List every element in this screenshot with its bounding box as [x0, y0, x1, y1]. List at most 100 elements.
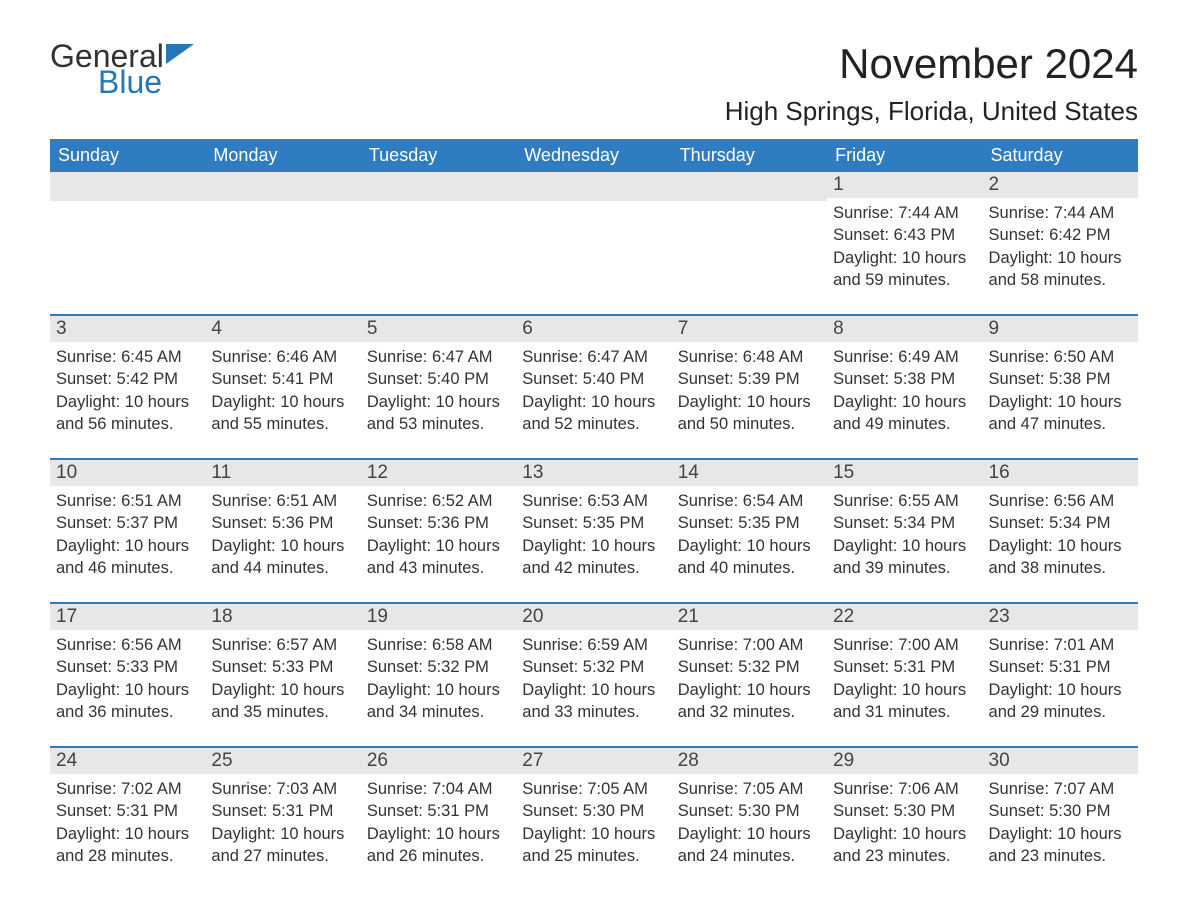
sunrise-text: Sunrise: 7:44 AM: [833, 202, 976, 224]
sunset-text: Sunset: 5:35 PM: [678, 512, 821, 534]
sunset-text: Sunset: 5:32 PM: [678, 656, 821, 678]
day-details: Sunrise: 7:00 AMSunset: 5:31 PMDaylight:…: [827, 630, 982, 727]
day-details: Sunrise: 6:56 AMSunset: 5:33 PMDaylight:…: [50, 630, 205, 727]
daylight-text: Daylight: 10 hours and 29 minutes.: [989, 679, 1132, 724]
day-number: 21: [678, 606, 699, 627]
day-header-mon: Monday: [205, 139, 360, 172]
day-details: Sunrise: 6:59 AMSunset: 5:32 PMDaylight:…: [516, 630, 671, 727]
day-cell: 26Sunrise: 7:04 AMSunset: 5:31 PMDayligh…: [361, 748, 516, 876]
day-details: Sunrise: 6:50 AMSunset: 5:38 PMDaylight:…: [983, 342, 1138, 439]
daylight-text: Daylight: 10 hours and 28 minutes.: [56, 823, 199, 868]
sunrise-text: Sunrise: 6:47 AM: [522, 346, 665, 368]
week-row: 1 Sunrise: 7:44 AMSunset: 6:43 PMDaylight…: [50, 172, 1138, 300]
day-details: Sunrise: 6:54 AMSunset: 5:35 PMDaylight:…: [672, 486, 827, 583]
calendar-grid: Sunday Monday Tuesday Wednesday Thursday…: [50, 139, 1138, 876]
day-cell: 27Sunrise: 7:05 AMSunset: 5:30 PMDayligh…: [516, 748, 671, 876]
sunrise-text: Sunrise: 6:45 AM: [56, 346, 199, 368]
sunrise-text: Sunrise: 6:52 AM: [367, 490, 510, 512]
sunrise-text: Sunrise: 6:53 AM: [522, 490, 665, 512]
day-header-sun: Sunday: [50, 139, 205, 172]
day-number-bar: 28: [672, 748, 827, 774]
day-number-bar: 27: [516, 748, 671, 774]
day-cell: 4Sunrise: 6:46 AMSunset: 5:41 PMDaylight…: [205, 316, 360, 444]
day-cell: 16Sunrise: 6:56 AMSunset: 5:34 PMDayligh…: [983, 460, 1138, 588]
daylight-text: Daylight: 10 hours and 52 minutes.: [522, 391, 665, 436]
day-header-wed: Wednesday: [516, 139, 671, 172]
day-cell: 29Sunrise: 7:06 AMSunset: 5:30 PMDayligh…: [827, 748, 982, 876]
day-details: Sunrise: 6:48 AMSunset: 5:39 PMDaylight:…: [672, 342, 827, 439]
day-number-bar: [672, 172, 827, 201]
daylight-text: Daylight: 10 hours and 25 minutes.: [522, 823, 665, 868]
day-cell: [50, 172, 205, 300]
sunrise-text: Sunrise: 6:59 AM: [522, 634, 665, 656]
sunrise-text: Sunrise: 6:58 AM: [367, 634, 510, 656]
sunrise-text: Sunrise: 7:05 AM: [522, 778, 665, 800]
logo-text-blue: Blue: [98, 66, 194, 98]
day-details: Sunrise: 7:44 AMSunset: 6:43 PMDaylight:…: [827, 198, 982, 295]
day-number: 10: [56, 462, 77, 483]
daylight-text: Daylight: 10 hours and 23 minutes.: [833, 823, 976, 868]
sunset-text: Sunset: 5:31 PM: [56, 800, 199, 822]
day-number-bar: 11: [205, 460, 360, 486]
day-number-bar: [205, 172, 360, 201]
day-number-bar: 19: [361, 604, 516, 630]
day-number-bar: 12: [361, 460, 516, 486]
sunrise-text: Sunrise: 6:56 AM: [56, 634, 199, 656]
day-details: Sunrise: 7:02 AMSunset: 5:31 PMDaylight:…: [50, 774, 205, 871]
daylight-text: Daylight: 10 hours and 43 minutes.: [367, 535, 510, 580]
sunrise-text: Sunrise: 6:57 AM: [211, 634, 354, 656]
sunrise-text: Sunrise: 7:03 AM: [211, 778, 354, 800]
day-header-sat: Saturday: [983, 139, 1138, 172]
sunset-text: Sunset: 5:38 PM: [989, 368, 1132, 390]
day-number: 22: [833, 606, 854, 627]
day-cell: 2Sunrise: 7:44 AMSunset: 6:42 PMDaylight…: [983, 172, 1138, 300]
day-cell: [516, 172, 671, 300]
daylight-text: Daylight: 10 hours and 42 minutes.: [522, 535, 665, 580]
day-details: Sunrise: 6:49 AMSunset: 5:38 PMDaylight:…: [827, 342, 982, 439]
day-number-bar: 7: [672, 316, 827, 342]
day-cell: 1 Sunrise: 7:44 AMSunset: 6:43 PMDaylight…: [827, 172, 982, 300]
day-cell: 19Sunrise: 6:58 AMSunset: 5:32 PMDayligh…: [361, 604, 516, 732]
sunrise-text: Sunrise: 7:44 AM: [989, 202, 1132, 224]
day-number-bar: 14: [672, 460, 827, 486]
sunrise-text: Sunrise: 7:00 AM: [833, 634, 976, 656]
daylight-text: Daylight: 10 hours and 40 minutes.: [678, 535, 821, 580]
sunset-text: Sunset: 5:40 PM: [522, 368, 665, 390]
sunrise-text: Sunrise: 6:47 AM: [367, 346, 510, 368]
day-number-bar: 13: [516, 460, 671, 486]
day-number-bar: 4: [205, 316, 360, 342]
sunset-text: Sunset: 5:31 PM: [989, 656, 1132, 678]
sunrise-text: Sunrise: 7:00 AM: [678, 634, 821, 656]
day-header-row: Sunday Monday Tuesday Wednesday Thursday…: [50, 139, 1138, 172]
daylight-text: Daylight: 10 hours and 44 minutes.: [211, 535, 354, 580]
day-number-bar: 9: [983, 316, 1138, 342]
daylight-text: Daylight: 10 hours and 55 minutes.: [211, 391, 354, 436]
day-number: 3: [56, 318, 67, 339]
sunset-text: Sunset: 5:40 PM: [367, 368, 510, 390]
daylight-text: Daylight: 10 hours and 46 minutes.: [56, 535, 199, 580]
day-cell: 9Sunrise: 6:50 AMSunset: 5:38 PMDaylight…: [983, 316, 1138, 444]
day-number-bar: [361, 172, 516, 201]
day-number-bar: 29: [827, 748, 982, 774]
day-cell: [205, 172, 360, 300]
day-details: Sunrise: 7:01 AMSunset: 5:31 PMDaylight:…: [983, 630, 1138, 727]
daylight-text: Daylight: 10 hours and 32 minutes.: [678, 679, 821, 724]
sunset-text: Sunset: 5:34 PM: [833, 512, 976, 534]
day-cell: 15Sunrise: 6:55 AMSunset: 5:34 PMDayligh…: [827, 460, 982, 588]
day-cell: 13Sunrise: 6:53 AMSunset: 5:35 PMDayligh…: [516, 460, 671, 588]
sunset-text: Sunset: 5:41 PM: [211, 368, 354, 390]
day-number: 26: [367, 750, 388, 771]
day-details: Sunrise: 6:47 AMSunset: 5:40 PMDaylight:…: [516, 342, 671, 439]
day-number-bar: 24: [50, 748, 205, 774]
day-number-bar: 3: [50, 316, 205, 342]
day-number: 12: [367, 462, 388, 483]
sunrise-text: Sunrise: 6:54 AM: [678, 490, 821, 512]
month-title: November 2024: [725, 40, 1138, 88]
day-cell: 8Sunrise: 6:49 AMSunset: 5:38 PMDaylight…: [827, 316, 982, 444]
day-number-bar: 18: [205, 604, 360, 630]
day-number: 1: [833, 174, 844, 195]
sunset-text: Sunset: 5:42 PM: [56, 368, 199, 390]
day-number-bar: 5: [361, 316, 516, 342]
day-cell: 22 Sunrise: 7:00 AMSunset: 5:31 PMDayligh…: [827, 604, 982, 732]
sunrise-text: Sunrise: 7:01 AM: [989, 634, 1132, 656]
